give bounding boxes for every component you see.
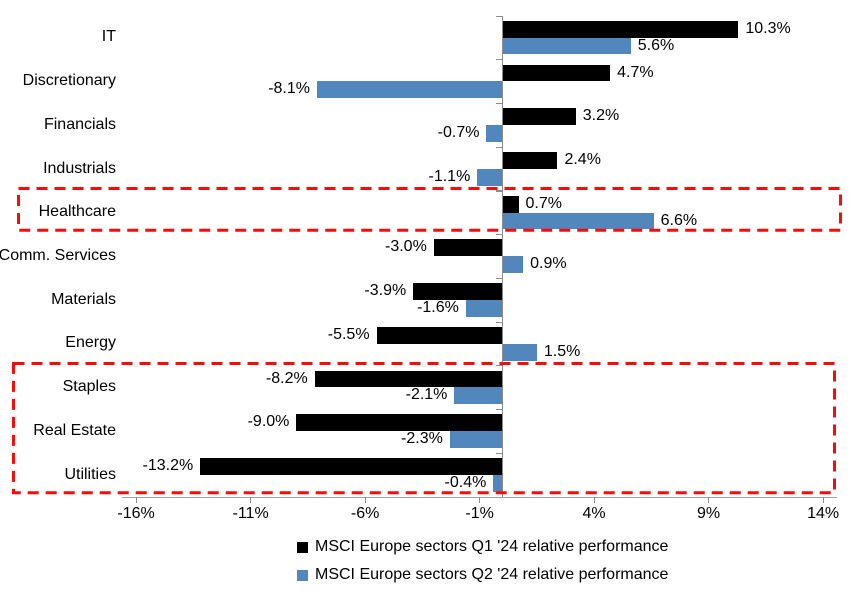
value-label-q2-materials: -1.6% [417, 298, 459, 316]
highlight-box-healthcare [17, 187, 842, 233]
y-axis-boundary-tick [496, 103, 503, 105]
value-label-q1-energy: -5.5% [327, 325, 370, 343]
bar-q2-healthcare [502, 212, 654, 230]
bar-q1-utilities [200, 458, 503, 475]
bar-q1-healthcare [502, 195, 519, 213]
bar-q1-industrials [502, 151, 558, 169]
value-label-q2-real-estate: -2.3% [401, 430, 443, 448]
y-axis-boundary-tick [496, 234, 503, 236]
bar-q2-it [502, 37, 631, 55]
bar-q2-financials [486, 125, 503, 142]
bar-q1-energy [376, 326, 503, 344]
category-label-staples: Staples [62, 378, 116, 396]
legend-item-q1: MSCI Europe sectors Q1 '24 relative perf… [297, 536, 668, 558]
value-label-q2-financials: -0.7% [437, 124, 480, 142]
y-axis-boundary-tick [496, 59, 503, 61]
value-label-q1-real-estate: -9.0% [247, 413, 290, 431]
value-label-q1-discretionary: 4.7% [617, 63, 654, 81]
category-label-healthcare: Healthcare [38, 203, 116, 221]
legend-label-q2: MSCI Europe sectors Q2 '24 relative perf… [315, 566, 669, 583]
x-tick-label-16: -16% [117, 505, 155, 522]
y-axis-boundary-tick [496, 15, 503, 17]
value-label-q1-it: 10.3% [745, 19, 791, 37]
x-axis-tick [593, 497, 595, 503]
legend-item-q2: MSCI Europe sectors Q2 '24 relative perf… [297, 564, 668, 586]
bar-q2-utilities [493, 474, 503, 492]
bar-q1-it [502, 20, 739, 38]
category-label-real-estate: Real Estate [33, 421, 116, 439]
value-label-q2-comm-services: 0.9% [530, 255, 567, 273]
category-label-discretionary: Discretionary [22, 72, 116, 90]
x-axis-tick [708, 497, 710, 503]
category-label-materials: Materials [51, 290, 116, 308]
bar-q2-energy [502, 343, 537, 361]
bar-q2-staples [454, 387, 503, 405]
value-label-q2-energy: 1.5% [543, 342, 581, 360]
value-label-q2-discretionary: -8.1% [268, 80, 310, 98]
bar-q2-discretionary [317, 81, 503, 99]
category-label-comm-services: Comm. Services [0, 247, 116, 264]
y-axis-boundary-tick [496, 452, 503, 454]
value-label-q1-industrials: 2.4% [564, 150, 601, 168]
bar-q1-materials [413, 283, 503, 300]
x-tick-label-9: 9% [697, 505, 721, 522]
x-tick-label-14: 14% [807, 505, 840, 522]
bar-q2-comm-services [502, 256, 524, 274]
value-label-q2-utilities: -0.4% [444, 473, 487, 491]
bar-q1-comm-services [433, 239, 503, 257]
category-label-energy: Energy [65, 334, 116, 352]
x-axis-tick [479, 497, 481, 503]
x-axis-tick [822, 497, 824, 503]
legend-swatch-q1-icon [297, 541, 308, 553]
y-axis-boundary-tick [496, 365, 503, 367]
x-tick-label-6: -6% [350, 505, 380, 522]
category-label-it: IT [101, 28, 116, 46]
y-axis-boundary-tick [496, 409, 503, 411]
value-label-q2-industrials: -1.1% [428, 167, 471, 185]
value-label-q1-utilities: -13.2% [142, 457, 194, 475]
value-label-q1-materials: -3.9% [364, 282, 407, 300]
value-label-q1-healthcare: 0.7% [525, 194, 562, 212]
x-axis-tick [250, 497, 252, 503]
legend-swatch-q2-icon [297, 569, 308, 581]
category-label-utilities: Utilities [64, 465, 116, 483]
bar-q1-discretionary [502, 64, 611, 82]
y-axis-boundary-tick [496, 321, 503, 323]
highlight-box-staples-real-estate-utilities [12, 362, 836, 495]
x-tick-label-11: -11% [232, 505, 269, 522]
bar-q1-real-estate [296, 414, 503, 432]
bar-q2-real-estate [449, 431, 503, 448]
x-axis-tick [364, 497, 366, 503]
category-label-financials: Financials [43, 115, 116, 133]
x-axis-tick [135, 497, 137, 503]
bar-q2-industrials [477, 168, 503, 186]
value-label-q2-it: 5.6% [637, 36, 675, 54]
bar-q1-staples [314, 370, 503, 388]
y-axis-line [501, 15, 504, 497]
y-axis-boundary-tick [496, 146, 503, 148]
value-label-q1-staples: -8.2% [265, 369, 308, 387]
y-axis-boundary-tick [496, 277, 503, 280]
legend-label-q1: MSCI Europe sectors Q1 '24 relative perf… [315, 538, 669, 555]
category-label-industrials: Industrials [43, 159, 116, 177]
value-label-q1-financials: 3.2% [582, 107, 620, 125]
legend: MSCI Europe sectors Q1 '24 relative perf… [297, 536, 668, 592]
value-label-q2-staples: -2.1% [405, 386, 448, 404]
value-label-q1-comm-services: -3.0% [385, 238, 427, 256]
x-tick-label-4: 4% [582, 505, 606, 522]
bar-q1-financials [502, 108, 576, 126]
bar-q2-materials [465, 299, 503, 317]
y-axis-boundary-tick [496, 190, 503, 192]
x-tick-label-1: -1% [465, 505, 494, 522]
value-label-q2-healthcare: 6.6% [660, 211, 698, 229]
